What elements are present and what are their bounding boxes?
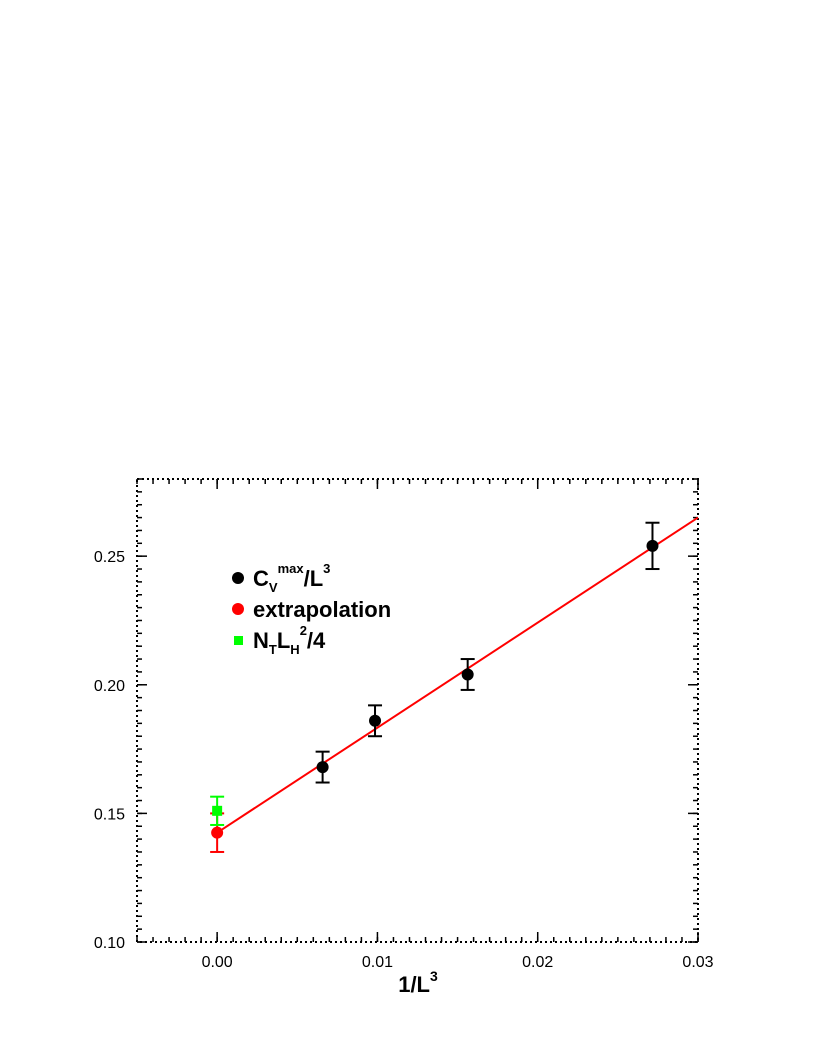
legend-cv-marker — [232, 572, 244, 584]
legend-ntlh-label: NTLH2/4 — [253, 623, 326, 657]
y-tick-label: 0.20 — [94, 678, 125, 695]
legend-label-part: 3 — [323, 561, 330, 576]
y-tick-label: 0.25 — [94, 549, 125, 566]
ntlh-marker — [212, 805, 223, 816]
legend-extrapolation-label: extrapolation — [253, 597, 391, 622]
legend-label-part: /L — [304, 566, 324, 591]
legend-ntlh-marker — [234, 636, 243, 645]
x-axis-title: 1/L3 — [398, 968, 438, 997]
y-tick-label: 0.10 — [94, 935, 125, 952]
legend-label-part: V — [269, 580, 278, 595]
ntlh-point — [210, 795, 225, 826]
x-tick-label: 0.01 — [362, 954, 393, 971]
x-tick-label: 0.02 — [522, 954, 553, 971]
data-points — [210, 521, 660, 853]
legend-label-part: H — [290, 642, 299, 657]
legend-label-part: /4 — [307, 628, 326, 653]
x-tick-label: 0.03 — [682, 954, 713, 971]
cv-marker — [369, 714, 382, 727]
extrapolation-marker — [211, 826, 224, 839]
legend-label-part: T — [269, 642, 277, 657]
cv-marker — [316, 761, 329, 774]
y-tick-label: 0.15 — [94, 806, 125, 823]
legend-label-part: extrapolation — [253, 597, 391, 622]
cv-marker — [646, 539, 659, 552]
legend-label-part: max — [278, 561, 305, 576]
legend-label-part: N — [253, 628, 269, 653]
x-tick-label: 0.00 — [202, 954, 233, 971]
cv-point — [645, 521, 660, 571]
legend-label-part: C — [253, 566, 269, 591]
cv-point — [460, 658, 475, 691]
legend-cv-label: CVmax/L3 — [253, 561, 330, 595]
legend-label-part: L — [277, 628, 290, 653]
fit-line-group — [216, 516, 699, 834]
axis-ticks: 0.00 0.01 0.02 0.03 0.10 0.15 0.20 0.25 — [94, 478, 714, 971]
plot-frame — [136, 478, 699, 943]
legend-extrapolation-marker — [232, 603, 244, 615]
fit-line — [216, 516, 699, 834]
legend-label-part: 2 — [300, 623, 307, 638]
cv-point — [368, 704, 383, 738]
cv-point — [315, 750, 330, 784]
cv-marker — [461, 668, 474, 681]
